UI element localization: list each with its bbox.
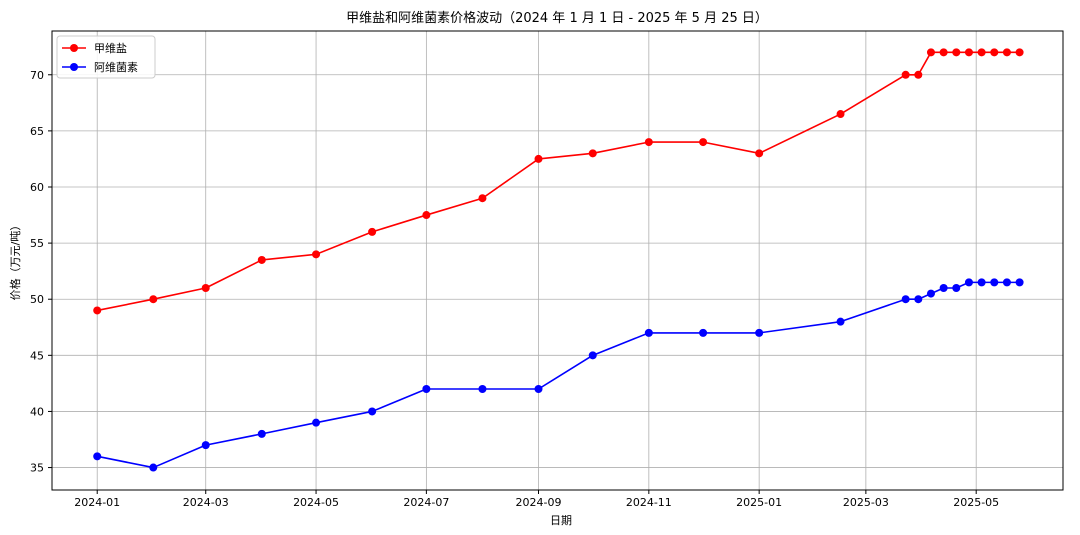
series-1-point	[93, 306, 102, 315]
series-1-point	[926, 48, 935, 57]
series-2-point	[952, 283, 961, 292]
series-1-point	[588, 149, 597, 158]
series-2-point	[257, 429, 266, 438]
series-2-point	[1002, 278, 1011, 287]
y-tick-label: 40	[30, 405, 44, 418]
legend-label-2: 阿维菌素	[94, 61, 138, 74]
series-2-point	[149, 463, 158, 472]
series-layer	[93, 48, 1024, 472]
series-2-point	[755, 328, 764, 337]
series-1-point	[977, 48, 986, 57]
series-1-point	[836, 110, 845, 119]
series-2-point	[312, 418, 321, 427]
series-2-point	[422, 384, 431, 393]
series-2-point	[836, 317, 845, 326]
y-tick-label: 35	[30, 462, 44, 475]
series-1-point	[952, 48, 961, 57]
series-1-point	[914, 70, 923, 79]
series-1-point	[534, 154, 543, 163]
series-1-point	[1015, 48, 1024, 57]
series-2-point	[990, 278, 999, 287]
axis-layer: 2024-01 2024-03 2024-05 2024-07 2024-09 2024-…	[30, 69, 999, 509]
y-tick-label: 50	[30, 293, 44, 306]
series-1-point	[990, 48, 999, 57]
plot-frame	[51, 30, 1064, 491]
legend-marker-2	[70, 63, 78, 71]
series-2-point	[939, 283, 948, 292]
chart-title: 甲维盐和阿维菌素价格波动（2024 年 1 月 1 日 - 2025 年 5 月…	[346, 10, 768, 26]
x-tick-label: 2024-03	[183, 496, 229, 509]
y-tick-label: 45	[30, 349, 44, 362]
y-tick-label: 60	[30, 181, 44, 194]
series-2-point	[964, 278, 973, 287]
series-2-point	[644, 328, 653, 337]
series-1-point	[939, 48, 948, 57]
series-1-point	[478, 194, 487, 203]
series-2-point	[368, 407, 377, 416]
series-1-point	[257, 255, 266, 264]
series-1-point	[644, 138, 653, 147]
series-1-point	[149, 295, 158, 304]
grid-layer	[52, 31, 1063, 490]
series-1-point	[1002, 48, 1011, 57]
y-tick-label: 65	[30, 125, 44, 138]
series-2-point	[1015, 278, 1024, 287]
series-2-point	[478, 384, 487, 393]
x-tick-label: 2025-03	[843, 496, 889, 509]
x-tick-label: 2025-05	[953, 496, 999, 509]
series-2-point	[93, 452, 102, 461]
series-2-point	[699, 328, 708, 337]
series-2-point	[588, 351, 597, 360]
x-axis-title: 日期	[550, 514, 572, 527]
series-1-point	[699, 138, 708, 147]
y-axis-title: 价格（万元/吨）	[8, 220, 22, 301]
x-tick-label: 2024-11	[626, 496, 672, 509]
x-tick-label: 2024-05	[293, 496, 339, 509]
x-tick-label: 2024-01	[74, 496, 120, 509]
series-1-point	[422, 211, 431, 220]
x-tick-label: 2024-07	[403, 496, 449, 509]
legend-marker-1	[70, 44, 78, 52]
y-tick-label: 70	[30, 69, 44, 82]
x-tick-label: 2025-01	[736, 496, 782, 509]
series-2-point	[901, 295, 910, 304]
series-1-point	[201, 283, 210, 292]
series-1-point	[755, 149, 764, 158]
series-2-point	[926, 289, 935, 298]
series-2-point	[534, 384, 543, 393]
series-2-point	[914, 295, 923, 304]
x-tick-label: 2024-09	[516, 496, 562, 509]
series-2-point	[201, 441, 210, 450]
series-1-point	[368, 227, 377, 236]
series-1-point	[312, 250, 321, 259]
series-1-point	[901, 70, 910, 79]
series-1-point	[964, 48, 973, 57]
legend-label-1: 甲维盐	[94, 42, 127, 55]
y-tick-label: 55	[30, 237, 44, 250]
series-2-point	[977, 278, 986, 287]
